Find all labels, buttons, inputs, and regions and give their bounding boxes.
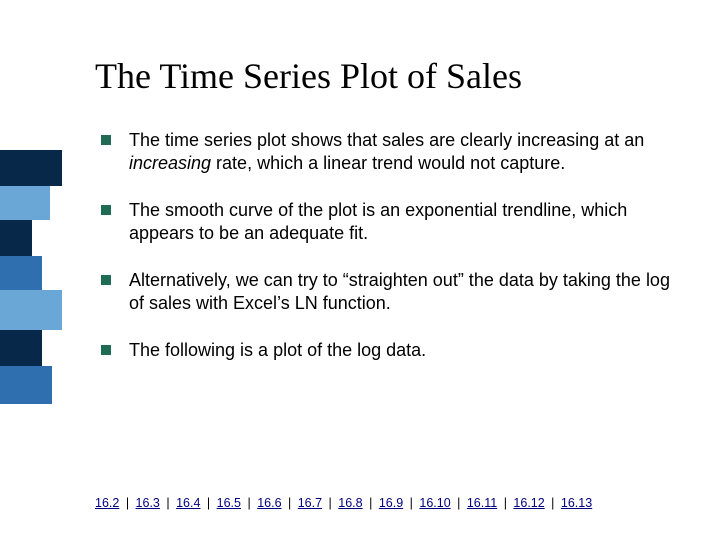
separator: | [403, 496, 419, 510]
text-run-italic: increasing [129, 153, 211, 173]
separator: | [119, 496, 135, 510]
footer-link[interactable]: 16.2 [95, 496, 119, 510]
bullet-item: The smooth curve of the plot is an expon… [101, 199, 680, 245]
separator: | [282, 496, 298, 510]
sidebar-rect [0, 186, 50, 220]
bullet-icon [101, 275, 111, 285]
bullet-icon [101, 205, 111, 215]
bullet-icon [101, 345, 111, 355]
footer-link[interactable]: 16.11 [467, 496, 497, 510]
footer-link[interactable]: 16.12 [513, 496, 544, 510]
bullet-text: The smooth curve of the plot is an expon… [129, 200, 627, 243]
bullet-item: Alternatively, we can try to “straighten… [101, 269, 680, 315]
separator: | [545, 496, 561, 510]
sidebar-rect [0, 256, 42, 290]
text-run: rate, which a linear trend would not cap… [211, 153, 565, 173]
slide-title: The Time Series Plot of Sales [95, 55, 680, 97]
footer-link[interactable]: 16.10 [419, 496, 450, 510]
separator: | [241, 496, 257, 510]
bullet-text: The following is a plot of the log data. [129, 340, 426, 360]
text-run: The time series plot shows that sales ar… [129, 130, 644, 150]
bullet-item: The following is a plot of the log data. [101, 339, 680, 362]
footer-link[interactable]: 16.4 [176, 496, 200, 510]
footer-link[interactable]: 16.6 [257, 496, 281, 510]
separator: | [497, 496, 513, 510]
separator: | [322, 496, 338, 510]
slide-content: The Time Series Plot of Sales The time s… [95, 55, 680, 386]
footer-link[interactable]: 16.5 [217, 496, 241, 510]
footer-link[interactable]: 16.9 [379, 496, 403, 510]
bullet-text: Alternatively, we can try to “straighten… [129, 270, 670, 313]
footer-link[interactable]: 16.13 [561, 496, 592, 510]
separator: | [451, 496, 467, 510]
sidebar-rect [0, 220, 32, 256]
bullet-item: The time series plot shows that sales ar… [101, 129, 680, 175]
footer-link[interactable]: 16.8 [338, 496, 362, 510]
separator: | [160, 496, 176, 510]
separator: | [363, 496, 379, 510]
separator: | [200, 496, 216, 510]
footer-link[interactable]: 16.3 [136, 496, 160, 510]
bullet-icon [101, 135, 111, 145]
bullet-list: The time series plot shows that sales ar… [95, 129, 680, 362]
bullet-text: The time series plot shows that sales ar… [129, 130, 644, 173]
sidebar-rect [0, 330, 42, 366]
footer-nav: 16.2 | 16.3 | 16.4 | 16.5 | 16.6 | 16.7 … [95, 496, 680, 510]
sidebar-rect [0, 150, 62, 186]
footer-link[interactable]: 16.7 [298, 496, 322, 510]
sidebar-rect [0, 290, 62, 330]
sidebar-rect [0, 366, 52, 404]
